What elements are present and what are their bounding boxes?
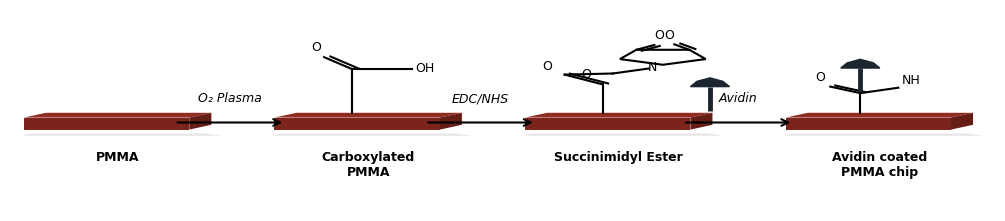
Text: O₂ Plasma: O₂ Plasma: [198, 92, 261, 105]
Polygon shape: [440, 113, 462, 130]
Text: O: O: [654, 29, 664, 42]
Text: OH: OH: [415, 62, 434, 75]
Polygon shape: [841, 59, 879, 68]
Polygon shape: [786, 113, 973, 118]
Text: O: O: [582, 68, 592, 81]
Text: PMMA: PMMA: [95, 151, 140, 164]
Polygon shape: [525, 113, 713, 118]
Polygon shape: [523, 133, 724, 136]
Text: Succinimidyl Ester: Succinimidyl Ester: [555, 151, 683, 164]
Text: EDC/NHS: EDC/NHS: [452, 92, 509, 105]
Polygon shape: [272, 133, 473, 136]
Text: N: N: [648, 61, 657, 74]
Polygon shape: [24, 118, 189, 130]
Polygon shape: [690, 113, 713, 130]
Text: O: O: [312, 41, 321, 54]
Polygon shape: [22, 133, 222, 136]
Polygon shape: [786, 118, 951, 130]
Text: O: O: [543, 60, 553, 73]
Text: Carboxylated
PMMA: Carboxylated PMMA: [322, 151, 415, 179]
Text: Avidin: Avidin: [719, 92, 758, 105]
Polygon shape: [690, 78, 730, 87]
Polygon shape: [24, 113, 211, 118]
Polygon shape: [525, 118, 690, 130]
Text: Avidin coated
PMMA chip: Avidin coated PMMA chip: [832, 151, 927, 179]
Text: O: O: [815, 71, 825, 84]
Polygon shape: [189, 113, 211, 130]
Text: NH: NH: [901, 74, 921, 87]
Polygon shape: [274, 118, 440, 130]
Polygon shape: [951, 113, 973, 130]
Polygon shape: [274, 113, 462, 118]
Text: O: O: [664, 29, 674, 42]
Polygon shape: [784, 133, 984, 136]
